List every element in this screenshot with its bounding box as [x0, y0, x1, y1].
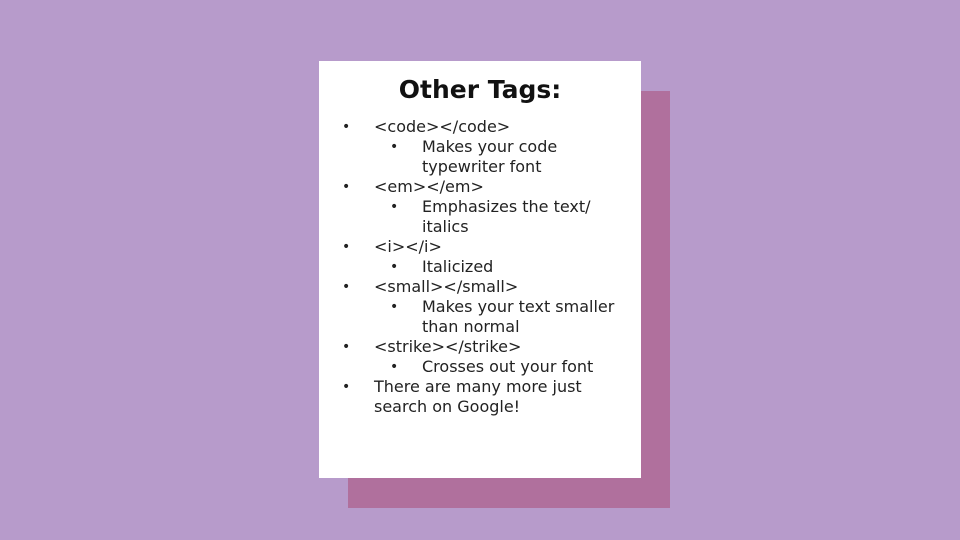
- bullet-text: <small></small>: [374, 277, 519, 296]
- bullet-text: Crosses out your font: [422, 357, 594, 376]
- bullet-text: italics: [422, 217, 469, 236]
- bullet-text: than normal: [422, 317, 520, 336]
- sub-list-item: • Emphasizes the text/: [319, 197, 641, 217]
- slide-title: Other Tags:: [398, 75, 562, 104]
- bullet-icon: •: [390, 259, 399, 275]
- bullet-text: There are many more just: [374, 377, 582, 396]
- bullet-icon: •: [390, 139, 399, 155]
- bullet-icon: •: [390, 359, 399, 375]
- sub-list-item: • Makes your code: [319, 137, 641, 157]
- sub-list-item: • Makes your text smaller: [319, 297, 641, 317]
- content-card: Other Tags: • <code></code> • Makes your co…: [319, 61, 641, 478]
- bullet-text: typewriter font: [422, 157, 542, 176]
- bullet-icon: •: [342, 119, 351, 135]
- bullet-icon: •: [342, 279, 351, 295]
- sub-list-item-continuation: italics: [319, 217, 641, 237]
- bullet-icon: •: [342, 339, 351, 355]
- bullet-icon: •: [342, 379, 351, 395]
- bullet-text: <strike></strike>: [374, 337, 522, 356]
- sub-list-item-continuation: than normal: [319, 317, 641, 337]
- bullet-text: Makes your code: [422, 137, 558, 156]
- bullet-text: Emphasizes the text/: [422, 197, 591, 216]
- list-item: • <small></small>: [319, 277, 641, 297]
- list-item: • There are many more just: [319, 377, 641, 397]
- list-item: • <code></code>: [319, 117, 641, 137]
- list-item-continuation: search on Google!: [319, 397, 641, 417]
- bullet-icon: •: [390, 299, 399, 315]
- bullet-text: <em></em>: [374, 177, 484, 196]
- bullet-icon: •: [390, 199, 399, 215]
- list-item: • <em></em>: [319, 177, 641, 197]
- bullet-text: search on Google!: [374, 397, 521, 416]
- list-item: • <strike></strike>: [319, 337, 641, 357]
- sub-list-item: • Crosses out your font: [319, 357, 641, 377]
- bullet-text: <i></i>: [374, 237, 442, 256]
- bullet-list: • <code></code> • Makes your code typewriter…: [319, 117, 641, 417]
- bullet-text: <code></code>: [374, 117, 511, 136]
- sub-list-item-continuation: typewriter font: [319, 157, 641, 177]
- bullet-icon: •: [342, 179, 351, 195]
- bullet-text: Makes your text smaller: [422, 297, 615, 316]
- list-item: • <i></i>: [319, 237, 641, 257]
- bullet-text: Italicized: [422, 257, 494, 276]
- sub-list-item: • Italicized: [319, 257, 641, 277]
- bullet-icon: •: [342, 239, 351, 255]
